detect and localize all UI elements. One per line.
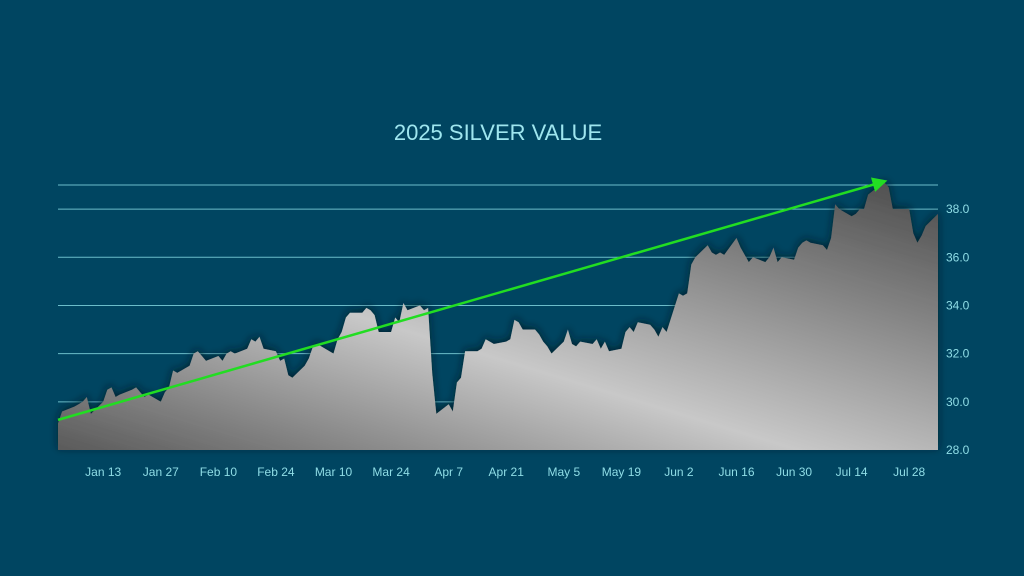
x-tick-label: Jan 13 <box>85 465 121 479</box>
silver-price-area <box>58 182 938 450</box>
x-tick-label: Mar 10 <box>315 465 353 479</box>
x-tick-label: Feb 24 <box>257 465 295 479</box>
y-tick-label: 36.0 <box>946 250 970 264</box>
x-tick-label: Jan 27 <box>143 465 179 479</box>
y-tick-label: 28.0 <box>946 443 970 457</box>
y-tick-label: 30.0 <box>946 395 970 409</box>
chart-title: 2025 SILVER VALUE <box>394 120 602 145</box>
y-tick-label: 32.0 <box>946 347 970 361</box>
x-tick-label: Jun 16 <box>718 465 754 479</box>
y-axis-ticks: 28.0 30.0 32.0 34.0 36.0 38.0 <box>946 202 970 457</box>
x-axis-ticks: Jan 13 Jan 27 Feb 10 Feb 24 Mar 10 Mar 24 Apr … <box>85 465 925 479</box>
x-tick-label: Jul 14 <box>836 465 868 479</box>
y-tick-label: 34.0 <box>946 299 970 313</box>
x-tick-label: Jul 28 <box>893 465 925 479</box>
y-tick-label: 38.0 <box>946 202 970 216</box>
x-tick-label: Jun 2 <box>664 465 694 479</box>
x-tick-label: Mar 24 <box>372 465 410 479</box>
area-series <box>58 182 938 450</box>
x-tick-label: May 5 <box>547 465 580 479</box>
x-tick-label: Apr 7 <box>434 465 463 479</box>
trend-layer <box>57 177 888 422</box>
trend-arrow <box>57 177 888 422</box>
x-tick-label: Feb 10 <box>200 465 238 479</box>
x-tick-label: Apr 21 <box>489 465 525 479</box>
x-tick-label: Jun 30 <box>776 465 812 479</box>
x-tick-label: May 19 <box>602 465 642 479</box>
